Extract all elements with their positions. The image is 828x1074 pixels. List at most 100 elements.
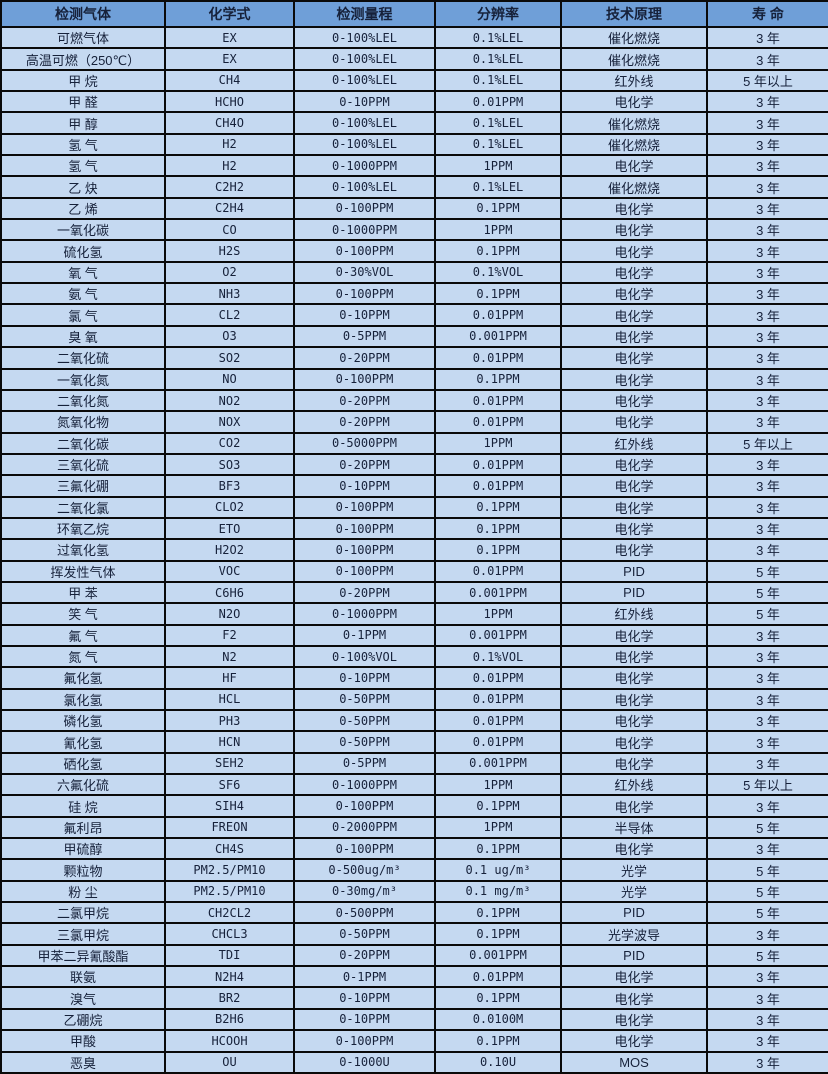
cell-gas: 甲硫醇 xyxy=(0,837,166,861)
cell-formula: ETO xyxy=(164,516,295,541)
cell-resolution: 0.01PPM xyxy=(434,474,562,498)
cell-range: 0-1000U xyxy=(293,1050,436,1074)
cell-resolution: 0.1PPM xyxy=(434,901,562,925)
table-row: 笑 气 N2O 0-1000PPM 1PPM 红外线 5 年 xyxy=(0,602,828,626)
cell-range: 0-100PPM xyxy=(293,239,436,263)
cell-lifespan: 3 年 xyxy=(706,346,828,370)
table-row: 氢 气 H2 0-1000PPM 1PPM 电化学 3 年 xyxy=(0,154,828,178)
cell-range: 0-20PPM xyxy=(293,410,436,434)
table-row: 颗粒物 PM2.5/PM10 0-500ug/m³ 0.1 ug/m³ 光学 5 年 xyxy=(0,858,828,882)
cell-lifespan: 3 年 xyxy=(706,666,828,690)
cell-range: 0-100%LEL xyxy=(293,47,436,71)
header-cell-formula: 化学式 xyxy=(164,0,295,28)
cell-principle: 半导体 xyxy=(560,815,708,840)
cell-gas: 环氧乙烷 xyxy=(0,516,166,541)
cell-principle: PID xyxy=(560,943,708,968)
cell-lifespan: 5 年 xyxy=(706,858,828,882)
cell-formula: PM2.5/PM10 xyxy=(164,879,295,904)
cell-principle: 电化学 xyxy=(560,410,708,434)
cell-principle: 电化学 xyxy=(560,474,708,498)
cell-formula: SO3 xyxy=(164,452,295,477)
cell-gas: 磷化氢 xyxy=(0,708,166,733)
cell-principle: 电化学 xyxy=(560,965,708,989)
cell-formula: CO2 xyxy=(164,431,295,455)
table-row: 甲苯二异氰酸酯 TDI 0-20PPM 0.001PPM PID 5 年 xyxy=(0,943,828,968)
cell-formula: HCN xyxy=(164,730,295,754)
cell-resolution: 0.001PPM xyxy=(434,751,562,776)
cell-gas: 氨 气 xyxy=(0,282,166,306)
cell-lifespan: 5 年 xyxy=(706,901,828,925)
cell-gas: 氮 气 xyxy=(0,644,166,669)
cell-resolution: 0.01PPM xyxy=(434,965,562,989)
table-row: 甲硫醇 CH4S 0-100PPM 0.1PPM 电化学 3 年 xyxy=(0,837,828,861)
cell-gas: 可燃气体 xyxy=(0,25,166,50)
cell-range: 0-5PPM xyxy=(293,751,436,776)
cell-formula: H2 xyxy=(164,132,295,157)
cell-formula: TDI xyxy=(164,943,295,968)
table-row: 氟利昂 FREON 0-2000PPM 1PPM 半导体 5 年 xyxy=(0,815,828,840)
cell-range: 0-100%LEL xyxy=(293,132,436,157)
cell-principle: 红外线 xyxy=(560,431,708,455)
table-row: 氟化氢 HF 0-10PPM 0.01PPM 电化学 3 年 xyxy=(0,666,828,690)
cell-gas: 乙 炔 xyxy=(0,175,166,199)
header-cell-lifespan: 寿 命 xyxy=(706,0,828,28)
cell-principle: 电化学 xyxy=(560,794,708,818)
table-row: 可燃气体 EX 0-100%LEL 0.1%LEL 催化燃烧 3 年 xyxy=(0,25,828,50)
cell-principle: 催化燃烧 xyxy=(560,132,708,157)
cell-gas: 氢 气 xyxy=(0,132,166,157)
cell-resolution: 0.1PPM xyxy=(434,282,562,306)
cell-formula: C2H2 xyxy=(164,175,295,199)
cell-range: 0-100PPM xyxy=(293,559,436,583)
cell-lifespan: 5 年以上 xyxy=(706,431,828,455)
cell-formula: EX xyxy=(164,47,295,71)
cell-range: 0-20PPM xyxy=(293,452,436,477)
cell-lifespan: 5 年 xyxy=(706,815,828,840)
cell-range: 0-50PPM xyxy=(293,730,436,754)
cell-range: 0-30mg/m³ xyxy=(293,879,436,904)
header-cell-principle: 技术原理 xyxy=(560,0,708,28)
cell-formula: N2H4 xyxy=(164,965,295,989)
cell-formula: VOC xyxy=(164,559,295,583)
cell-resolution: 0.1PPM xyxy=(434,239,562,263)
cell-resolution: 0.1%LEL xyxy=(434,47,562,71)
cell-principle: 红外线 xyxy=(560,773,708,797)
table-row: 乙 炔 C2H2 0-100%LEL 0.1%LEL 催化燃烧 3 年 xyxy=(0,175,828,199)
table-row: 氧 气 O2 0-30%VOL 0.1%VOL 电化学 3 年 xyxy=(0,260,828,285)
cell-principle: 催化燃烧 xyxy=(560,111,708,135)
cell-principle: 电化学 xyxy=(560,495,708,519)
table-row: 三氟化硼 BF3 0-10PPM 0.01PPM 电化学 3 年 xyxy=(0,474,828,498)
cell-lifespan: 3 年 xyxy=(706,837,828,861)
cell-principle: 催化燃烧 xyxy=(560,47,708,71)
cell-resolution: 0.1%VOL xyxy=(434,644,562,669)
cell-resolution: 0.1PPM xyxy=(434,538,562,562)
cell-resolution: 0.1 mg/m³ xyxy=(434,879,562,904)
cell-resolution: 1PPM xyxy=(434,815,562,840)
table-row: 硅 烷 SIH4 0-100PPM 0.1PPM 电化学 3 年 xyxy=(0,794,828,818)
cell-gas: 氮氧化物 xyxy=(0,410,166,434)
cell-gas: 二氧化氯 xyxy=(0,495,166,519)
cell-principle: 电化学 xyxy=(560,388,708,413)
table-row: 高温可燃（250℃） EX 0-100%LEL 0.1%LEL 催化燃烧 3 年 xyxy=(0,47,828,71)
cell-principle: 电化学 xyxy=(560,666,708,690)
cell-range: 0-10PPM xyxy=(293,986,436,1010)
table-row: 过氧化氢 H2O2 0-100PPM 0.1PPM 电化学 3 年 xyxy=(0,538,828,562)
cell-lifespan: 3 年 xyxy=(706,794,828,818)
cell-formula: HCOOH xyxy=(164,1029,295,1053)
cell-principle: 电化学 xyxy=(560,324,708,349)
cell-gas: 氟 气 xyxy=(0,623,166,647)
cell-formula: NH3 xyxy=(164,282,295,306)
table-row: 二氧化氯 CLO2 0-100PPM 0.1PPM 电化学 3 年 xyxy=(0,495,828,519)
cell-resolution: 0.1%LEL xyxy=(434,68,562,93)
cell-gas: 三氟化硼 xyxy=(0,474,166,498)
cell-formula: HF xyxy=(164,666,295,690)
cell-principle: PID xyxy=(560,901,708,925)
cell-resolution: 0.01PPM xyxy=(434,687,562,712)
cell-gas: 一氧化碳 xyxy=(0,218,166,242)
cell-lifespan: 5 年 xyxy=(706,602,828,626)
table-row: 氮 气 N2 0-100%VOL 0.1%VOL 电化学 3 年 xyxy=(0,644,828,669)
cell-principle: 电化学 xyxy=(560,218,708,242)
cell-lifespan: 3 年 xyxy=(706,751,828,776)
cell-resolution: 1PPM xyxy=(434,154,562,178)
cell-resolution: 1PPM xyxy=(434,602,562,626)
cell-gas: 乙硼烷 xyxy=(0,1007,166,1032)
